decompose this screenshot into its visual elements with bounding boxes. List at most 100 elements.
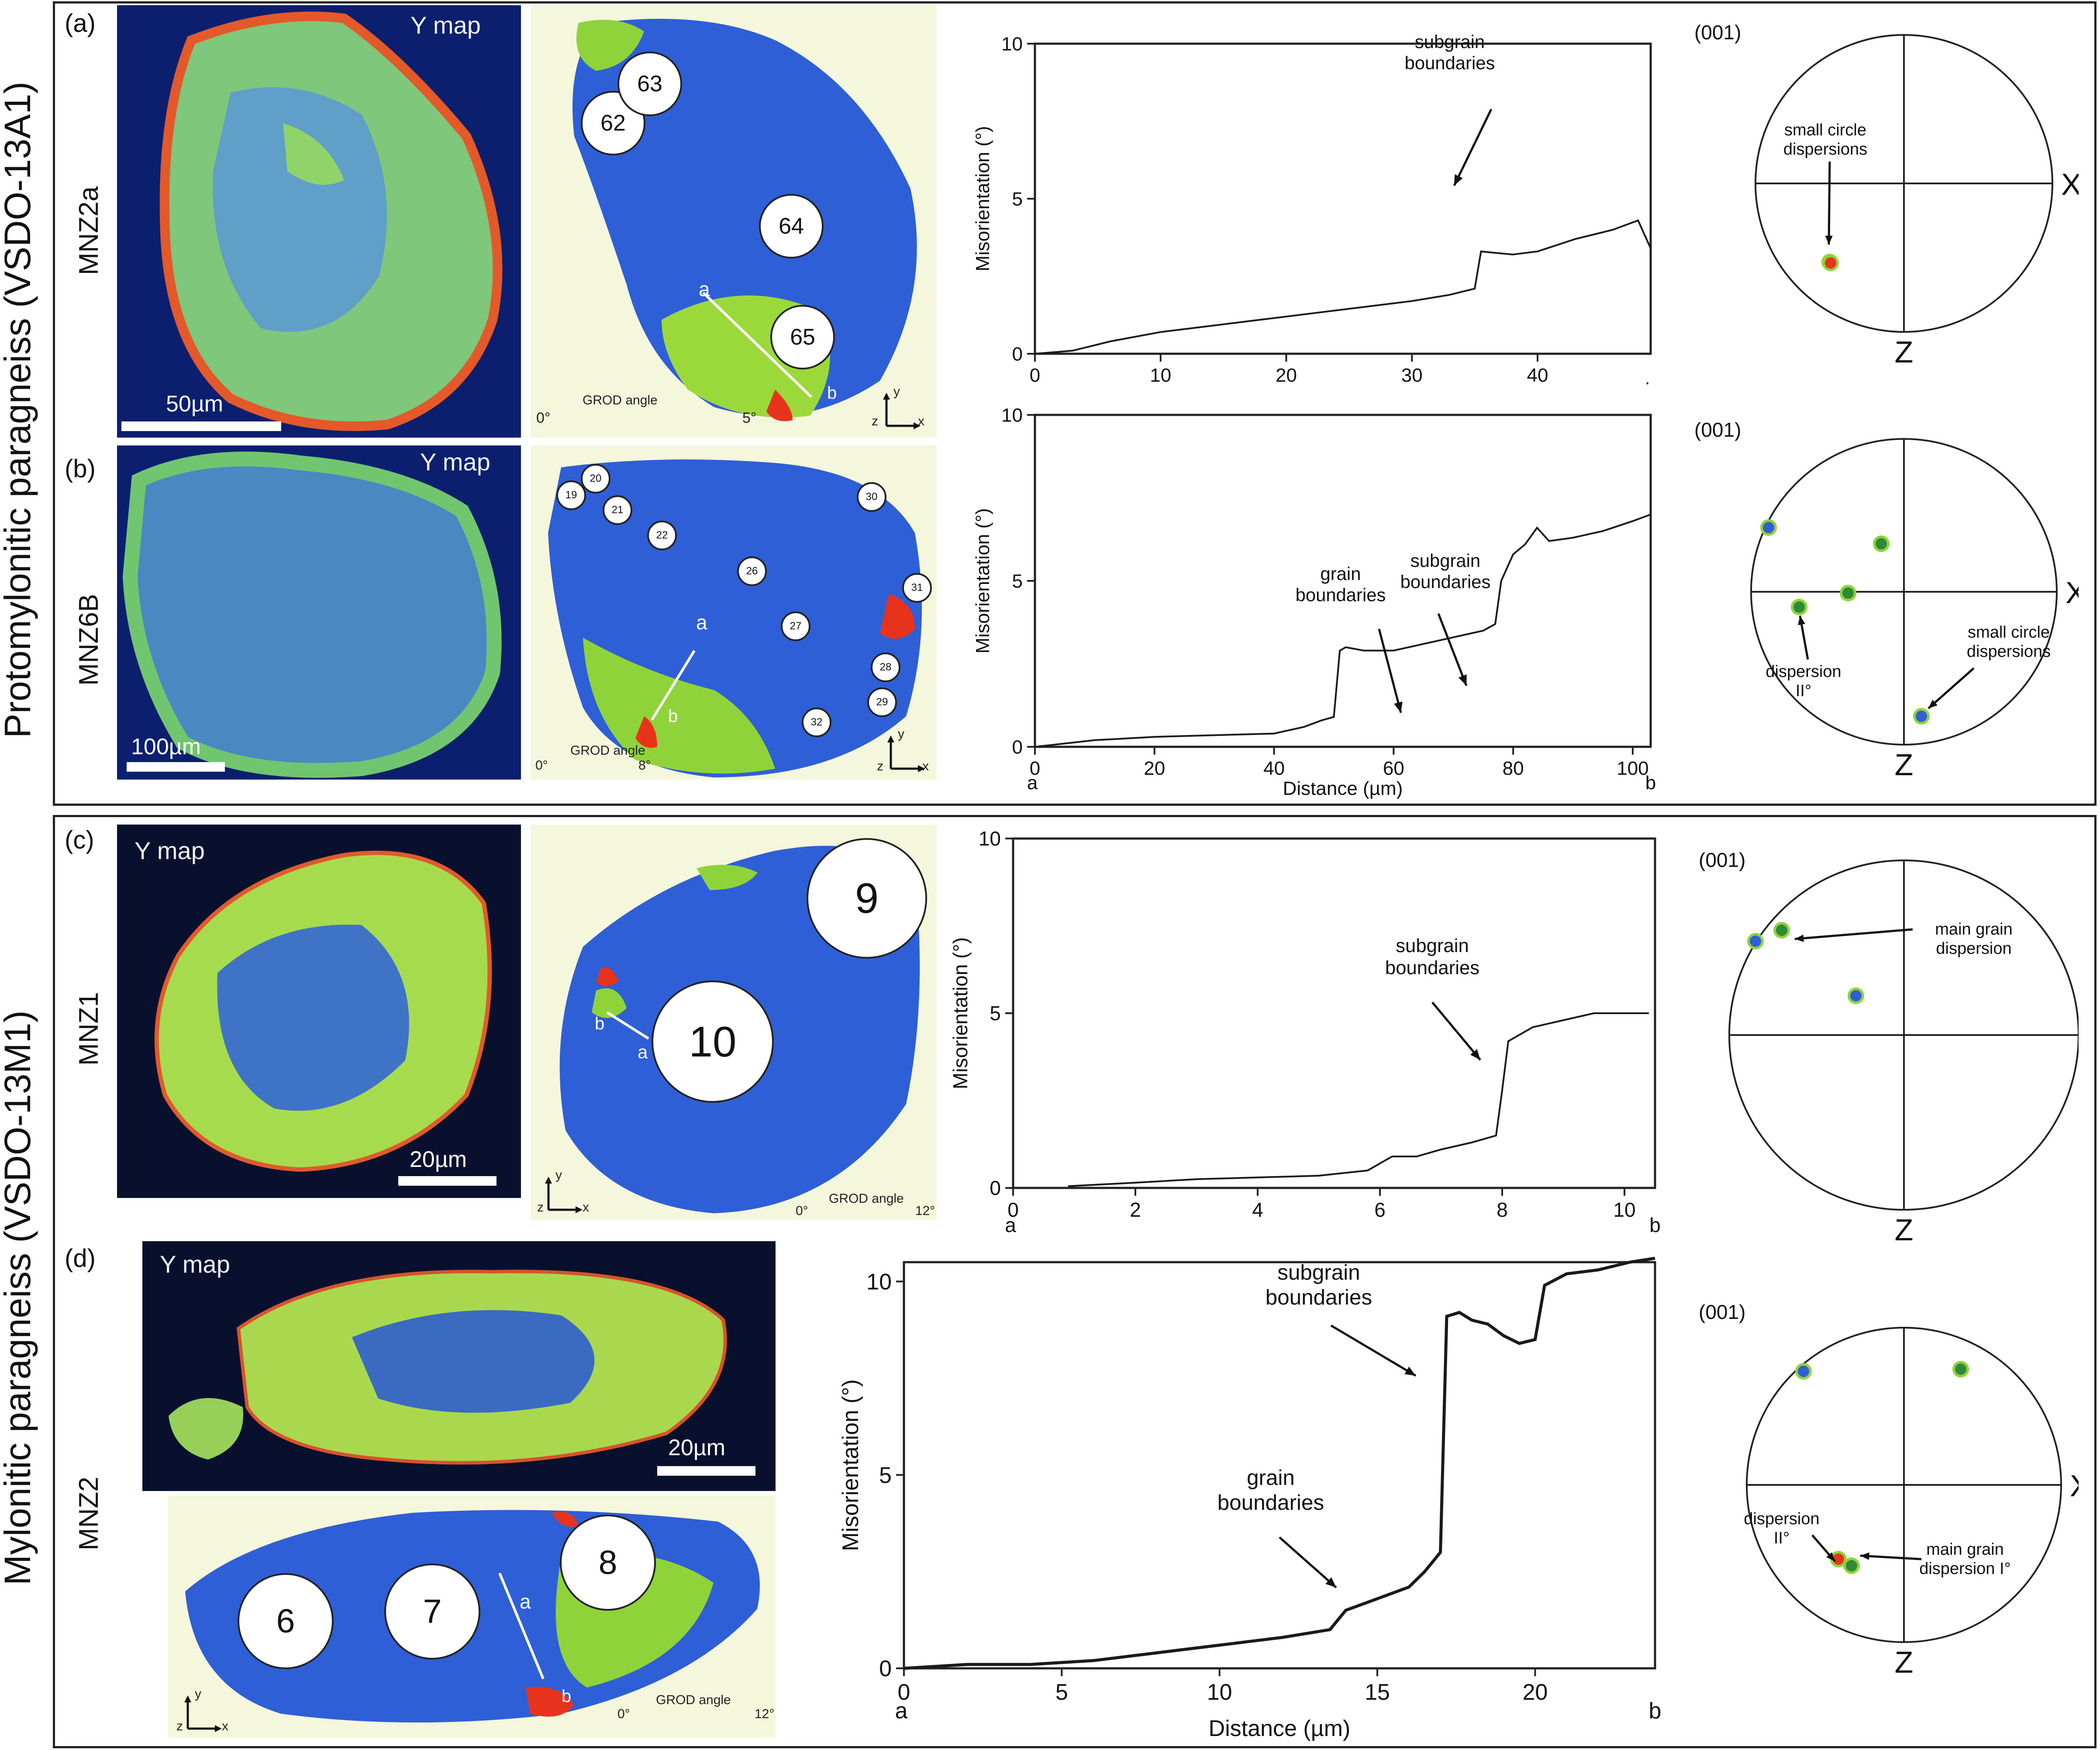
annotation-arrow — [1378, 628, 1402, 713]
profile-line-b — [651, 650, 696, 721]
y-axis-label: Misorientation (°) — [838, 1379, 863, 1551]
panel-letter-b: (b) — [65, 455, 96, 483]
annotation-arrow — [1828, 161, 1831, 245]
annotation-arrowhead — [1470, 1049, 1480, 1060]
orientation-spot — [1791, 599, 1807, 615]
ymap-image-a — [117, 5, 521, 438]
sample-label-mnz6b: MNZ6B — [74, 594, 104, 686]
pole-figure-annotation: dispersion II° — [1744, 1510, 1819, 1547]
group-label-mylonitic: Mylonitic paragneiss (VSDO-13M1) — [0, 1010, 38, 1585]
grod-left-angle-d: 0° — [617, 1707, 630, 1721]
axis-glyph-a — [883, 393, 921, 429]
profile-end-label: b — [1645, 379, 1656, 384]
grod-left-angle-c: 0° — [796, 1204, 808, 1218]
grod-right-angle-b: 8° — [638, 758, 651, 773]
ymap-image-d — [142, 1241, 776, 1491]
measurement-point-marker: 21 — [603, 495, 632, 525]
annotation-arrow — [1928, 667, 1975, 709]
scalebar-label-d: 20µm — [668, 1435, 726, 1460]
profile-line-d — [498, 1572, 545, 1680]
x-tick-label: 20 — [1522, 1680, 1548, 1705]
profile-end-label: b — [1649, 1698, 1662, 1723]
plot-annotation: subgrain boundaries — [1400, 550, 1491, 592]
orientation-spot — [1873, 535, 1890, 552]
plot-annotation: grain boundaries — [1296, 563, 1386, 605]
measurement-point-marker: 9 — [807, 838, 927, 959]
group-frame-protomylonitic — [53, 1, 2097, 806]
x-tick-label: 4 — [1252, 1198, 1263, 1221]
grod-caption-d: GROD angle — [656, 1693, 731, 1707]
pole-figure-title: (001) — [1699, 849, 1745, 871]
grod-right-angle-c: 12° — [915, 1204, 935, 1218]
sample-label-mnz1: MNZ1 — [74, 992, 104, 1066]
ymap-label-b: Y map — [420, 448, 490, 476]
orientation-spot — [1913, 708, 1930, 725]
x-tick-label: 10 — [1613, 1198, 1635, 1221]
grod-left-angle-a: 0° — [536, 410, 551, 426]
ymap-image-c — [117, 825, 521, 1198]
annotation-arrow — [1437, 613, 1468, 686]
panel-letter-c: (c) — [65, 826, 94, 854]
x-tick-label: 15 — [1365, 1680, 1390, 1705]
misorientation-plot-c: 0 5 10 0 2 4 6 8 10 Misorientation (°) a b subgrain b… — [949, 827, 1661, 1236]
annotation-arrow — [1431, 1001, 1481, 1061]
y-tick-label: 0 — [879, 1656, 892, 1681]
annotation-arrowhead — [1825, 235, 1833, 245]
profile-start-label: a — [895, 1698, 908, 1723]
scalebar-label-c: 20µm — [410, 1147, 467, 1172]
measurement-point-marker: 28 — [871, 652, 900, 682]
measurement-point-marker: 26 — [737, 556, 767, 586]
measurement-point-marker: 6 — [238, 1573, 334, 1669]
annotation-arrowhead — [1860, 1552, 1869, 1560]
misorientation-series-line — [1034, 514, 1651, 748]
pole-figure-z-label: Z — [1895, 1213, 1914, 1240]
pole-figure-annotation: small circle dispersions — [1783, 121, 1867, 159]
scalebar-label-b: 100µm — [131, 734, 201, 759]
orientation-spot — [1952, 1361, 1969, 1377]
orientation-spot — [1760, 519, 1777, 536]
y-tick-label: 10 — [1001, 33, 1023, 55]
y-tick-label: 0 — [1012, 343, 1023, 365]
group-label-protomylonitic: Protomylonitic paragneiss (VSDO-13A1) — [0, 81, 38, 738]
grod-left-angle-b: 0° — [535, 758, 548, 773]
scalebar-a — [121, 421, 281, 431]
axis-glyph-d — [184, 1695, 222, 1732]
plot-annotation: grain boundaries — [1217, 1466, 1324, 1515]
plot-annotation: subgrain boundaries — [1385, 935, 1479, 979]
x-tick-label: 10 — [1150, 365, 1171, 384]
axis-x-c: x — [583, 1200, 589, 1215]
axis-z-a: z — [872, 414, 878, 428]
plot-annotation: subgrain boundaries — [1266, 1260, 1372, 1309]
orientation-spot — [1848, 987, 1864, 1004]
axis-z-b: z — [877, 759, 883, 773]
profile-end-label: b — [1645, 772, 1656, 794]
scalebar-c — [398, 1176, 497, 1186]
pole-figure-z-label: Z — [1895, 748, 1914, 782]
misorientation-series-line — [1068, 1012, 1649, 1187]
pole-figure-x-label: X — [2061, 167, 2079, 201]
pole-figure-title: (001) — [1694, 21, 1741, 44]
axis-glyph-c — [545, 1177, 583, 1213]
measurement-point-marker: 27 — [781, 611, 810, 641]
measurement-point-marker: 64 — [759, 194, 824, 259]
axis-y-a: y — [893, 384, 900, 399]
scalebar-d — [657, 1466, 755, 1476]
pole-figure-x-label: X — [2066, 576, 2079, 610]
profile-end-d: b — [562, 1687, 572, 1706]
annotation-arrowhead — [1325, 1577, 1336, 1588]
y-tick-label: 10 — [866, 1269, 892, 1294]
grod-caption-a: GROD angle — [583, 393, 658, 407]
profile-end-b: b — [668, 707, 678, 726]
profile-start-label: a — [1005, 1214, 1016, 1236]
grod-right-angle-d: 12° — [755, 1707, 775, 1721]
x-tick-label: 20 — [1144, 758, 1165, 779]
annotation-arrowhead — [1458, 674, 1467, 686]
x-tick-label: 5 — [1055, 1680, 1068, 1705]
measurement-point-marker: 32 — [802, 708, 831, 737]
annotation-arrow — [1330, 1324, 1417, 1377]
sample-label-mnz2a: MNZ2a — [74, 186, 104, 275]
annotation-arrowhead — [1798, 616, 1806, 625]
y-tick-label: 5 — [879, 1463, 892, 1488]
x-tick-label: 0 — [1030, 758, 1040, 779]
